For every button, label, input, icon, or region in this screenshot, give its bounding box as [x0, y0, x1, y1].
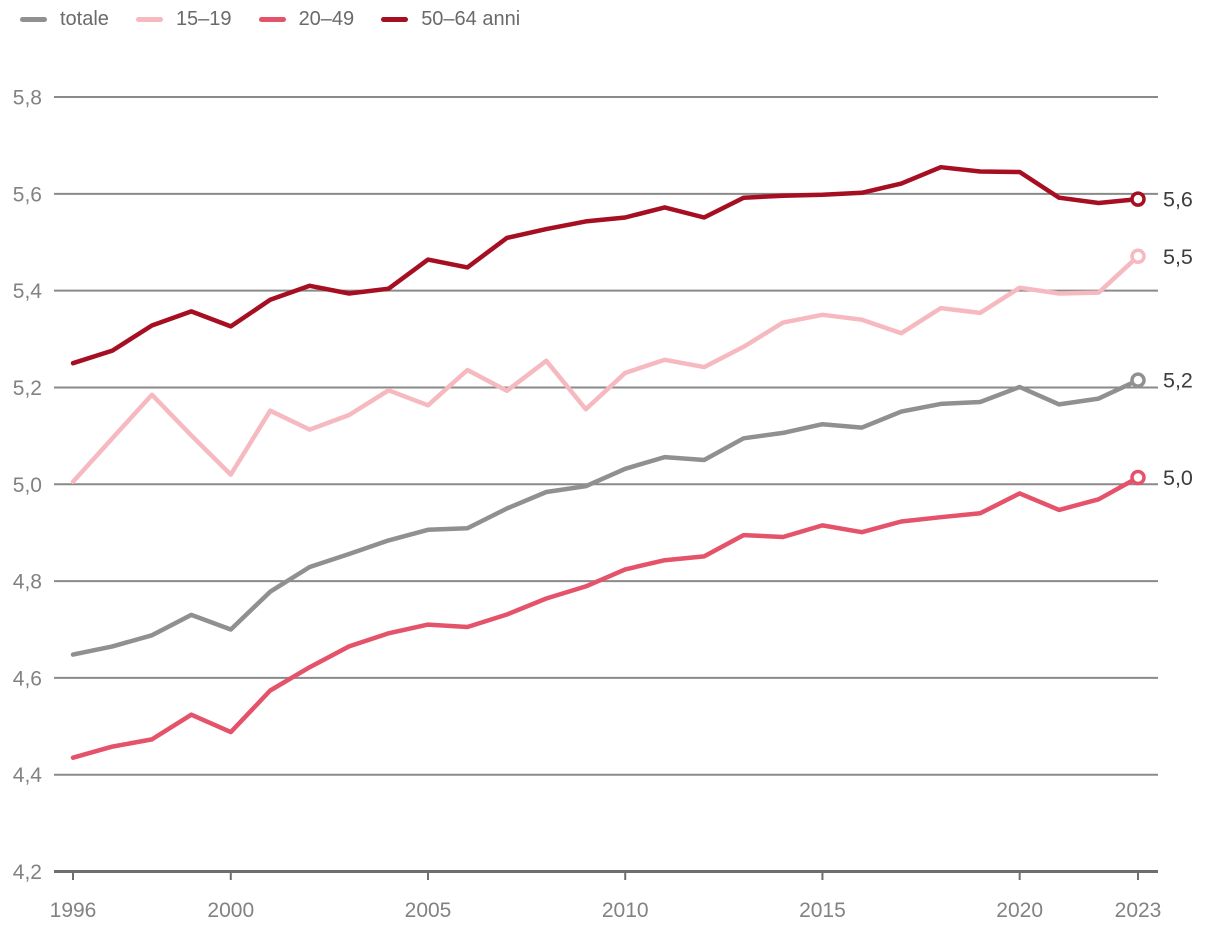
y-tick-label: 4,6 [13, 667, 42, 690]
legend-label-50-64: 50–64 anni [421, 8, 521, 30]
x-tick-label: 2020 [996, 899, 1043, 922]
end-marker [1130, 469, 1146, 486]
x-tick-label: 2000 [207, 899, 254, 922]
end-value-label: 5,0 [1163, 466, 1193, 490]
legend-item-totale: totale [20, 5, 109, 33]
y-tick-label: 5,0 [13, 474, 42, 497]
y-tick-label: 4,2 [13, 861, 42, 884]
y-tick-label: 5,8 [13, 87, 42, 110]
legend: totale 15–19 20–49 50–64 anni [20, 5, 520, 33]
series-line-50-64-anni [70, 164, 1141, 366]
y-tick-label: 5,4 [13, 280, 43, 303]
legend-label-totale: totale [60, 8, 109, 30]
end-value-label: 5,5 [1163, 245, 1193, 269]
y-tick-label: 4,8 [13, 571, 42, 594]
series-line-15-19 [70, 254, 1141, 485]
end-value-label: 5,6 [1163, 188, 1193, 212]
legend-label-15-19: 15–19 [175, 8, 232, 30]
end-value-label: 5,2 [1163, 369, 1193, 393]
legend-item-50-64: 50–64 anni [381, 5, 520, 33]
legend-swatch-totale [20, 16, 47, 22]
series-line-totale [70, 377, 1141, 657]
legend-item-15-19: 15–19 [135, 5, 232, 33]
legend-item-20-49: 20–49 [258, 5, 355, 33]
legend-label-20-49: 20–49 [298, 8, 355, 30]
y-tick-label: 5,6 [13, 183, 42, 206]
x-tick-label: 2010 [602, 899, 649, 922]
end-marker [1130, 372, 1146, 388]
x-tick-label: 2023 [1115, 899, 1162, 922]
series-line-20-49 [70, 475, 1141, 760]
legend-swatch-50-64 [381, 16, 409, 22]
end-marker [1130, 248, 1146, 265]
legend-swatch-15-19 [135, 16, 163, 22]
y-tick-label: 4,4 [13, 764, 43, 787]
x-tick-label: 2015 [799, 899, 846, 922]
y-tick-label: 5,2 [13, 377, 42, 400]
x-tick-label: 2005 [405, 899, 452, 922]
x-tick-label: 1996 [50, 899, 97, 922]
legend-swatch-20-49 [258, 16, 286, 22]
end-marker [1130, 191, 1146, 207]
